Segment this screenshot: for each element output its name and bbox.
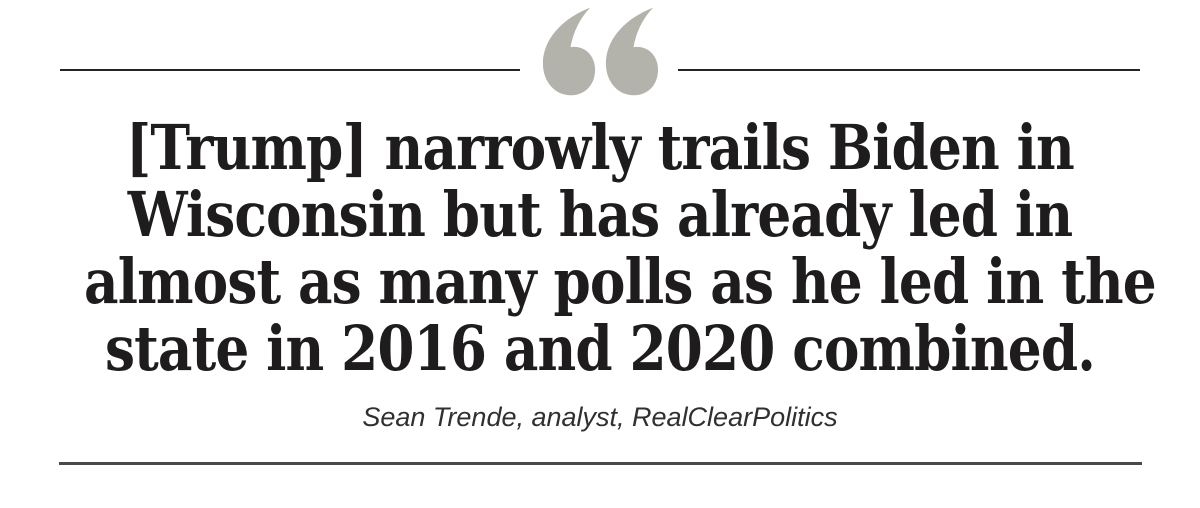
pull-quote-text: [Trump] narrowly trails Biden in Wiscons… <box>84 111 1157 385</box>
quote-line: state in 2016 and 2020 combined. <box>105 312 1096 385</box>
top-divider-left <box>60 69 520 71</box>
quote-line: Wisconsin but has already led in <box>127 178 1073 251</box>
top-ornament <box>0 0 1200 100</box>
quote-line: almost as many polls as he led in the <box>84 245 1157 318</box>
bottom-divider <box>58 462 1142 465</box>
quote-line: [Trump] narrowly trails Biden in <box>126 111 1075 184</box>
top-divider-right <box>678 69 1140 71</box>
double-quote-open-icon <box>542 7 659 96</box>
quote-attribution: Sean Trende, analyst, RealClearPolitics <box>362 402 838 432</box>
